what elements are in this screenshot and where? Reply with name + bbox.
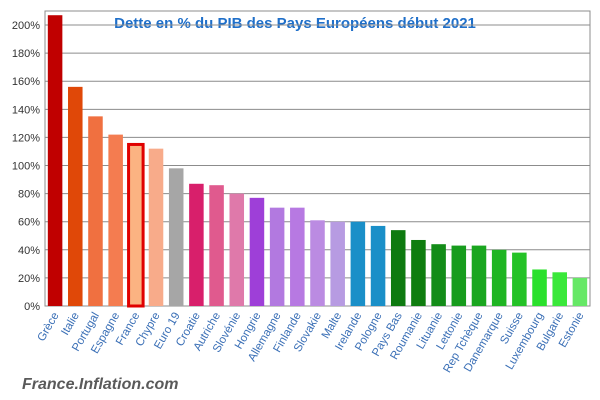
bar-hongrie <box>249 197 265 306</box>
bar-slov-nie <box>229 193 245 306</box>
bar-gr-ce <box>47 15 63 306</box>
y-tick-label: 180% <box>12 48 40 60</box>
bar-croatie <box>189 183 204 306</box>
bar-france <box>127 142 145 308</box>
bar-roumanie <box>411 239 426 306</box>
bar-portugal <box>88 116 103 306</box>
bar-lituanie <box>431 244 446 306</box>
y-tick-label: 120% <box>12 132 40 144</box>
bar-rep-tch-que <box>471 245 487 306</box>
bar-luxembourg <box>532 269 547 306</box>
bar-italie <box>68 86 83 306</box>
x-tick-label: Grèce <box>36 311 62 344</box>
bar-irelande <box>350 221 366 306</box>
bar-espagne <box>108 134 123 306</box>
bar-euro-19 <box>168 168 184 306</box>
y-tick-label: 40% <box>18 245 40 257</box>
bar-chypre <box>148 148 164 306</box>
bar-finlande <box>290 207 305 306</box>
y-tick-label: 100% <box>12 161 40 173</box>
bar-lettonie <box>451 245 467 306</box>
bar-allemagne <box>269 207 285 306</box>
bar-estonie <box>572 277 588 306</box>
bars <box>47 15 588 308</box>
bar-suisse <box>512 252 527 306</box>
y-tick-label: 200% <box>12 20 40 32</box>
bar-malte <box>330 221 345 306</box>
bar-pays-bas <box>390 230 406 306</box>
y-tick-label: 80% <box>18 189 40 201</box>
watermark: France.Inflation.com <box>22 376 178 393</box>
y-tick-label: 160% <box>12 76 40 88</box>
bar-bulgarie <box>552 272 567 306</box>
y-tick-label: 20% <box>18 273 40 285</box>
y-tick-label: 140% <box>12 104 40 116</box>
bar-danemarque <box>491 249 507 306</box>
bar-autriche <box>209 185 224 306</box>
y-tick-label: 60% <box>18 217 40 229</box>
y-axis: 0% 20% 40% 60% 80% 100% 120% 140% 160% 180% 200% <box>12 20 40 313</box>
chart-title: Dette en % du PIB des Pays Européens déb… <box>114 15 476 32</box>
bar-pologne <box>370 225 386 306</box>
bar-slovakie <box>310 220 325 306</box>
x-axis: GrèceItaliePortugalEspagneFranceChypreEu… <box>36 310 587 375</box>
y-tick-label: 0% <box>24 301 40 313</box>
